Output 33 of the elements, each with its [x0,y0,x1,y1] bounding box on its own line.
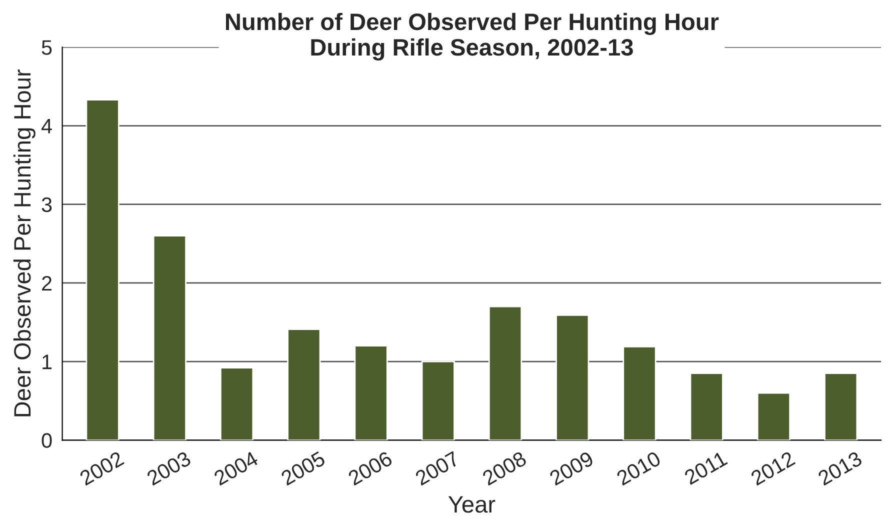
x-tick-label: 2013 [817,450,863,486]
chart-title: Number of Deer Observed Per Hunting Hour During Rifle Season, 2002-13 [226,12,719,60]
x-tick-label: 2007 [414,450,460,486]
bar [756,392,791,440]
bar [488,306,522,440]
x-axis-title: Year [448,496,496,513]
bar [824,372,858,440]
bar [622,346,656,440]
y-axis-title: Deer Observed Per Hunting Hour [13,70,36,416]
x-tick-label: 2004 [213,450,260,486]
x-tick-label: 2008 [482,450,528,486]
x-tick-label: 2003 [146,450,192,486]
bar [421,360,455,440]
y-tick-label: 5 [42,40,52,55]
x-tick-label: 2005 [280,450,326,486]
y-tick-label: 1 [42,354,52,370]
bar [556,314,590,440]
x-tick-label: 2011 [684,450,728,486]
x-tick-label: 2009 [548,450,594,486]
y-tick-label: 4 [41,118,52,134]
y-tick-label: 0 [42,433,52,448]
bar [354,345,388,440]
x-tick-label: 2002 [78,450,125,486]
x-tick-label: 2012 [750,450,796,486]
bar [287,328,321,440]
y-tick-label: 3 [42,197,52,212]
bar [152,235,186,440]
bar [690,372,724,440]
y-tick-label: 2 [42,276,52,291]
x-tick-label: 2006 [347,450,394,486]
bar [220,367,254,440]
bar [86,99,120,440]
x-tick-label: 2010 [616,450,662,486]
